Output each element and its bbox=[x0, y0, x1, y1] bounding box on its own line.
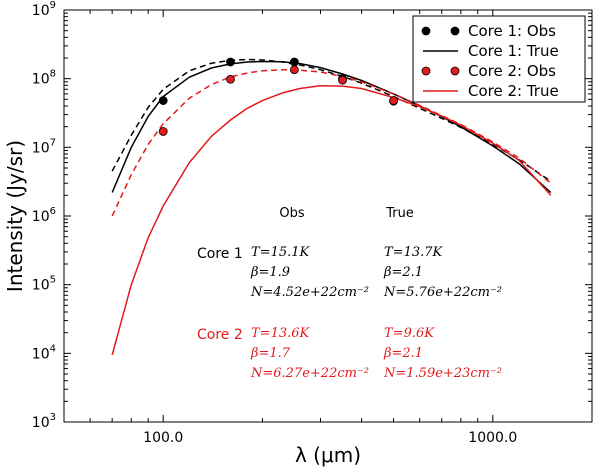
annotation-obs-value: N=6.27e+22cm⁻² bbox=[250, 366, 369, 381]
annotation-true-value: β=2.1 bbox=[383, 265, 423, 280]
data-point bbox=[158, 96, 168, 105]
y-tick-exponent: 6 bbox=[50, 206, 56, 217]
x-tick-label: 1000.0 bbox=[468, 430, 517, 446]
data-point bbox=[338, 75, 347, 85]
series-line bbox=[111, 68, 552, 217]
y-tick-exponent: 7 bbox=[50, 137, 56, 148]
data-point bbox=[226, 74, 235, 84]
plot-series bbox=[111, 57, 552, 356]
y-tick-label: 108 bbox=[32, 69, 56, 88]
annotation-obs-value: β=1.9 bbox=[250, 265, 290, 280]
annotation-core-label: Core 1 bbox=[197, 246, 243, 262]
y-tick-base: 10 bbox=[32, 346, 50, 362]
y-tick-base: 10 bbox=[32, 415, 50, 431]
y-tick-base: 10 bbox=[32, 278, 50, 294]
annotation-header-obs: Obs bbox=[279, 206, 304, 221]
annotation-obs-value: T=13.6K bbox=[251, 326, 311, 341]
data-point bbox=[289, 57, 299, 67]
annotation-true-value: β=2.1 bbox=[383, 346, 423, 361]
y-tick-label: 106 bbox=[32, 206, 56, 225]
annotation-true-value: T=13.7K bbox=[384, 245, 444, 260]
legend-box bbox=[412, 15, 586, 103]
y-tick-label: 109 bbox=[32, 0, 56, 19]
y-tick-label: 107 bbox=[32, 137, 56, 156]
legend-marker bbox=[421, 66, 431, 76]
annotation-core-label: Core 2 bbox=[197, 327, 243, 343]
y-tick-exponent: 3 bbox=[50, 412, 56, 423]
annotation-header-true: True bbox=[385, 206, 414, 221]
series-line bbox=[111, 58, 552, 182]
y-tick-exponent: 4 bbox=[50, 343, 56, 354]
annotation-obs-value: N=4.52e+22cm⁻² bbox=[250, 285, 369, 300]
legend-marker bbox=[450, 66, 460, 76]
legend: Core 1: Obs Core 1: True Core 2: Obs Core 2… bbox=[412, 15, 586, 103]
series-line bbox=[111, 60, 552, 194]
y-tick-label: 104 bbox=[32, 343, 56, 362]
y-tick-label: 103 bbox=[32, 412, 56, 431]
y-tick-label: 105 bbox=[32, 275, 56, 294]
legend-label: Core 2: True bbox=[468, 82, 559, 100]
y-tick-base: 10 bbox=[32, 140, 50, 156]
annotation-true-value: N=5.76e+22cm⁻² bbox=[383, 285, 502, 300]
x-tick-label: 100.0 bbox=[143, 430, 183, 446]
data-point bbox=[226, 57, 235, 67]
data-point bbox=[289, 65, 299, 75]
y-tick-exponent: 9 bbox=[50, 0, 56, 11]
y-tick-exponent: 5 bbox=[50, 275, 56, 286]
legend-marker bbox=[421, 26, 431, 36]
legend-marker bbox=[450, 26, 460, 36]
data-point bbox=[389, 96, 398, 105]
y-tick-base: 10 bbox=[32, 72, 50, 88]
plot-frame bbox=[63, 9, 593, 423]
annotation-true-value: N=1.59e+23cm⁻² bbox=[383, 366, 502, 381]
annotation-obs-value: β=1.7 bbox=[250, 346, 291, 361]
x-axis-label: λ (μm) bbox=[295, 443, 361, 467]
y-tick-base: 10 bbox=[32, 209, 50, 225]
legend-label: Core 1: True bbox=[468, 42, 559, 60]
y-tick-exponent: 8 bbox=[50, 69, 56, 80]
annotation-obs-value: T=15.1K bbox=[251, 245, 311, 260]
annotation-true-value: T=9.6K bbox=[384, 326, 435, 341]
annotations: Obs True Core 1 T=15.1K β=1.9 N=4.52e+22cm⁻² T… bbox=[197, 206, 502, 381]
y-tick-base: 10 bbox=[32, 3, 50, 19]
legend-label: Core 1: Obs bbox=[468, 22, 556, 40]
y-axis-label: Intensity (Jy/sr) bbox=[3, 140, 27, 292]
data-point bbox=[158, 127, 168, 136]
legend-label: Core 2: Obs bbox=[468, 62, 556, 80]
